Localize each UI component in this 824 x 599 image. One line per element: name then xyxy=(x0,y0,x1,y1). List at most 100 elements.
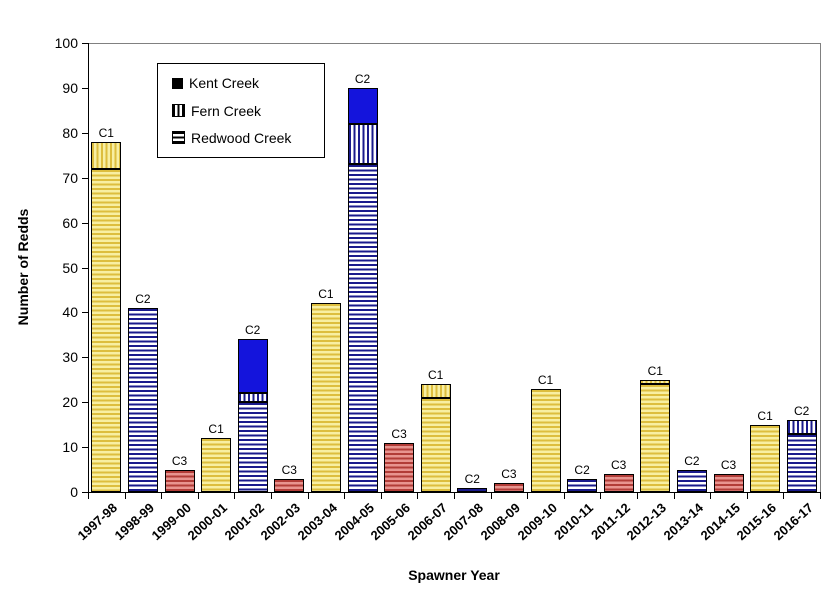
x-tick-mark xyxy=(490,493,492,499)
y-tick-label: 30 xyxy=(62,349,78,366)
bar-segment-redwood-creek xyxy=(750,424,781,492)
legend-label: Kent Creek xyxy=(189,75,260,92)
bar-segment-redwood-creek xyxy=(237,402,268,492)
x-tick-mark xyxy=(417,493,419,499)
cohort-label: C2 xyxy=(135,291,151,306)
y-tick-mark xyxy=(82,222,88,224)
y-axis-line xyxy=(88,43,89,493)
cohort-label: C1 xyxy=(757,408,773,423)
bar-segment-fern-creek xyxy=(347,123,378,165)
cohort-label: C1 xyxy=(208,422,224,437)
x-axis-line xyxy=(88,492,821,493)
x-tick-mark xyxy=(746,493,748,499)
x-tick-mark xyxy=(527,493,529,499)
y-tick-mark xyxy=(82,267,88,269)
x-tick-mark xyxy=(124,493,126,499)
bar-segment-redwood-creek xyxy=(201,438,232,492)
cohort-label: C2 xyxy=(684,453,700,468)
y-tick-label: 90 xyxy=(62,79,78,96)
cohort-label: C3 xyxy=(281,462,297,477)
cohort-label: C1 xyxy=(98,125,114,140)
cohort-label: C1 xyxy=(428,368,444,383)
bar-segment-fern-creek xyxy=(237,393,268,403)
bar-segment-redwood-creek xyxy=(786,433,817,492)
cohort-label: C2 xyxy=(574,462,590,477)
y-tick-label: 40 xyxy=(62,304,78,321)
y-tick-label: 50 xyxy=(62,259,78,276)
cohort-label: C2 xyxy=(794,404,810,419)
bar-segment-redwood-creek xyxy=(530,388,561,492)
cohort-label: C1 xyxy=(318,287,334,302)
cohort-label: C1 xyxy=(537,372,554,387)
bar-segment-fern-creek xyxy=(91,141,122,169)
y-tick-label: 20 xyxy=(62,394,78,411)
legend-item-fern-creek: Fern Creek xyxy=(172,103,324,119)
y-tick-label: 70 xyxy=(62,169,78,186)
y-tick-label: 60 xyxy=(62,214,78,231)
x-tick-mark xyxy=(380,493,382,499)
y-tick-mark xyxy=(82,87,88,89)
y-tick-mark xyxy=(82,312,88,314)
y-axis-title: Number of Redds xyxy=(15,208,31,326)
bar-segment-kent-creek xyxy=(237,339,268,394)
legend-label: Fern Creek xyxy=(191,102,262,119)
y-tick-label: 0 xyxy=(70,484,78,500)
y-tick-mark xyxy=(82,177,88,179)
x-tick-mark xyxy=(673,493,675,499)
y-tick-label: 100 xyxy=(54,35,78,51)
bar-segment-redwood-creek xyxy=(164,469,195,492)
cohort-label: C3 xyxy=(171,453,188,468)
x-tick-mark xyxy=(637,493,638,499)
bar-segment-redwood-creek xyxy=(640,384,671,492)
x-tick-mark xyxy=(88,493,89,499)
legend-item-redwood-creek: Redwood Creek xyxy=(172,130,324,146)
x-tick-mark xyxy=(197,493,199,499)
y-tick-mark xyxy=(82,492,88,493)
y-tick-mark xyxy=(82,43,88,44)
cohort-label: C2 xyxy=(464,471,480,486)
x-tick-mark xyxy=(454,493,455,499)
cohort-label: C1 xyxy=(647,363,663,378)
x-tick-mark xyxy=(783,493,785,499)
cohort-label: C3 xyxy=(720,458,737,473)
kent-creek-solid-swatch-icon xyxy=(172,77,183,89)
y-tick-label: 10 xyxy=(62,439,78,456)
bar-segment-kent-creek xyxy=(347,87,378,124)
x-axis-title: Spawner Year xyxy=(408,567,500,583)
x-tick-mark xyxy=(563,493,565,499)
bar-segment-redwood-creek xyxy=(457,487,488,492)
bar-segment-redwood-creek xyxy=(274,478,305,492)
bar-segment-redwood-creek xyxy=(91,168,122,492)
bar-segment-redwood-creek xyxy=(310,303,341,492)
x-tick-mark xyxy=(820,493,821,499)
legend-label: Redwood Creek xyxy=(191,129,292,146)
bar-segment-redwood-creek xyxy=(347,164,378,492)
bar-segment-redwood-creek xyxy=(420,397,451,492)
legend: Kent Creek Fern Creek Redwood Creek xyxy=(157,63,325,158)
cohort-label: C3 xyxy=(501,467,517,482)
cohort-label: C2 xyxy=(354,71,371,86)
x-tick-mark xyxy=(161,493,163,499)
bar-segment-fern-creek xyxy=(640,379,671,385)
bar-segment-redwood-creek xyxy=(567,478,598,492)
y-tick-mark xyxy=(82,447,88,449)
y-tick-mark xyxy=(82,357,88,359)
bar-segment-redwood-creek xyxy=(493,483,524,492)
redwood-creek-horizontal-stripes-swatch-icon xyxy=(172,131,185,145)
plot-right-border xyxy=(820,43,821,492)
x-tick-mark xyxy=(307,493,309,499)
x-tick-mark xyxy=(600,493,602,499)
bar-segment-redwood-creek xyxy=(713,474,744,492)
x-tick-mark xyxy=(271,493,272,499)
bar-segment-fern-creek xyxy=(786,420,817,434)
bar-segment-redwood-creek xyxy=(384,442,415,492)
cohort-label: C2 xyxy=(245,323,261,338)
bar-segment-redwood-creek xyxy=(127,307,158,492)
x-tick-mark xyxy=(710,493,712,499)
y-tick-label: 80 xyxy=(62,124,78,141)
cohort-label: C3 xyxy=(391,426,407,441)
